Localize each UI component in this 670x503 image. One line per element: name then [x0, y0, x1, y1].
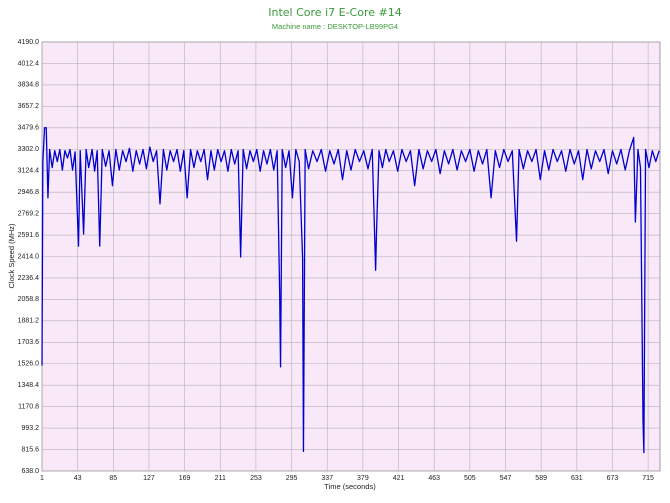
y-tick-label: 1703.6 [18, 339, 40, 346]
y-tick-label: 4012.4 [18, 60, 40, 67]
y-tick-label: 2236.4 [18, 275, 40, 282]
x-tick-label: 295 [286, 475, 298, 482]
y-tick-label: 3479.6 [18, 125, 40, 132]
y-axis-label: Clock Speed (MHz) [7, 223, 16, 289]
chart-title: Intel Core i7 E-Core #14 [268, 6, 401, 19]
x-tick-label: 631 [571, 475, 583, 482]
y-tick-label: 2414.0 [18, 253, 40, 260]
y-tick-label: 2946.8 [18, 189, 40, 196]
x-tick-label: 421 [393, 475, 405, 482]
y-tick-label: 1348.4 [18, 382, 40, 389]
x-tick-label: 1 [40, 475, 44, 482]
x-tick-label: 211 [215, 475, 226, 482]
x-tick-label: 547 [500, 475, 512, 482]
x-tick-label: 589 [535, 475, 547, 482]
x-tick-label: 43 [74, 475, 82, 482]
data-line [41, 127, 660, 454]
y-tick-label: 2591.6 [18, 232, 40, 239]
y-tick-label: 1170.8 [18, 403, 39, 410]
y-tick-label: 2058.8 [18, 296, 40, 303]
x-tick-label: 169 [179, 475, 191, 482]
y-tick-label: 638.0 [21, 468, 39, 475]
x-axis-label: Time (seconds) [324, 482, 376, 491]
x-tick-label: 253 [250, 475, 262, 482]
y-tick-label: 815.6 [21, 446, 39, 453]
chart-subtitle: Machine name : DESKTOP-LB99PG4 [272, 22, 398, 31]
y-tick-label: 3657.2 [18, 103, 40, 110]
y-tick-label: 2769.2 [18, 210, 40, 217]
x-tick-label: 505 [464, 475, 476, 482]
y-tick-label: 4190.0 [18, 39, 40, 46]
x-tick-label: 337 [321, 475, 333, 482]
x-tick-label: 127 [143, 475, 155, 482]
y-tick-label: 1881.2 [18, 318, 40, 325]
y-tick-label: 993.2 [21, 425, 39, 432]
x-tick-label: 379 [357, 475, 369, 482]
y-tick-label: 3124.4 [18, 168, 40, 175]
x-tick-label: 715 [642, 475, 654, 482]
x-tick-label: 85 [109, 475, 117, 482]
y-tick-label: 1526.0 [18, 361, 40, 368]
y-tick-label: 3834.8 [18, 82, 40, 89]
x-tick-label: 673 [607, 475, 619, 482]
x-tick-label: 463 [428, 475, 440, 482]
y-tick-label: 3302.0 [18, 146, 40, 153]
